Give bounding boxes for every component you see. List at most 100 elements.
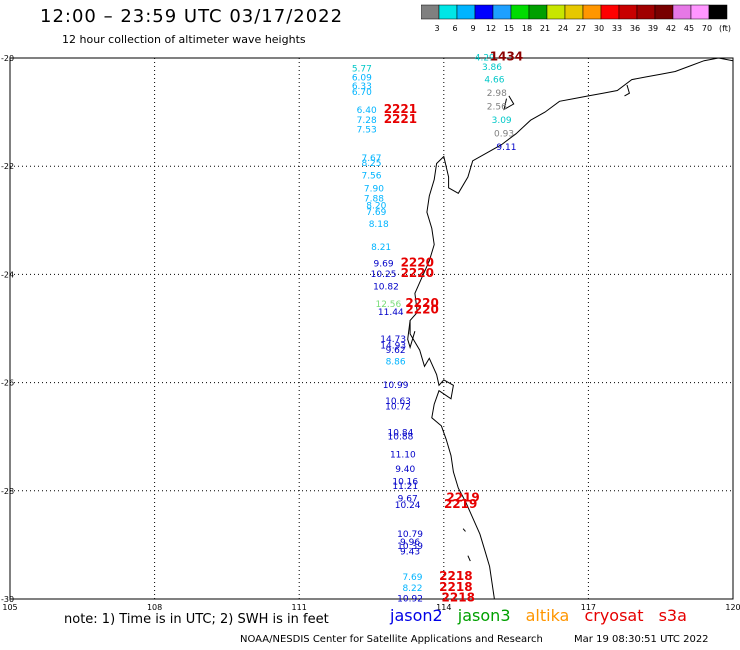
colorbar-label: 3	[434, 24, 439, 33]
colorbar-label: 21	[540, 24, 550, 33]
colorbar-swatch	[582, 4, 602, 20]
colorbar-label: (ft)	[719, 24, 731, 33]
wave-height-label: 8.86	[386, 358, 406, 368]
colorbar-label: 36	[630, 24, 640, 33]
track-time-label: 2221	[384, 102, 417, 116]
colorbar-swatch	[510, 4, 530, 20]
wave-height-label: 9.40	[395, 465, 415, 475]
track-time-label: 2219	[444, 497, 477, 511]
wave-height-label: 2.98	[487, 89, 507, 99]
lon-tick-label: 117	[581, 603, 596, 612]
legend-s3a: s3a	[658, 606, 687, 625]
lat-tick-label: -24	[1, 270, 14, 279]
track-time-label: 2221	[384, 112, 417, 126]
track-time-label: 2219	[446, 491, 479, 505]
wave-height-label: 8.25	[361, 159, 381, 169]
axis-ticks: 105 108 111 114 117 120 -20 -22 -24 -26 -28 -30	[1, 54, 740, 612]
lon-tick-label: 114	[436, 603, 451, 612]
colorbar-swatch	[456, 4, 476, 20]
colorbar-swatch	[421, 4, 440, 20]
wave-height-label: 8.20	[366, 201, 386, 211]
colorbar-label: 12	[486, 24, 496, 33]
wave-height-label: 9.69	[374, 259, 394, 269]
colorbar-label: 9	[470, 24, 475, 33]
wave-height-label: 10.72	[385, 403, 411, 413]
legend-altika: altika	[525, 606, 570, 625]
wave-height-label: 7.69	[402, 573, 422, 583]
wave-height-label: 11.44	[378, 308, 404, 318]
colorbar-label: 15	[504, 24, 514, 33]
wave-height-label: 9.11	[496, 143, 516, 153]
colorbar-label: 6	[452, 24, 457, 33]
wave-height-label: 11.21	[392, 482, 418, 492]
wave-height-label: 10.25	[371, 270, 397, 280]
coastline-segment	[624, 84, 630, 97]
wave-height-label: 7.56	[361, 172, 381, 182]
colorbar-swatch	[690, 4, 710, 20]
track-time-labels: 1434222122212220222022202220221922192218…	[384, 50, 523, 605]
wave-height-label: 9.62	[386, 346, 406, 356]
wave-height-label: 7.53	[357, 126, 377, 136]
colorbar-swatch	[600, 4, 620, 20]
wave-height-label: 4.66	[484, 75, 504, 85]
wave-height-label: 9.43	[400, 548, 420, 558]
wave-height-labels: 4.293.86 4.66 2.98 2.56 3.09 0.93 9.11 5.776.09…	[352, 54, 517, 605]
wave-height-label: 14.73	[380, 335, 406, 345]
colorbar-label: 27	[576, 24, 586, 33]
wave-height-label: 9.67	[398, 495, 418, 505]
legend-cryosat: cryosat	[584, 606, 644, 625]
lat-tick-label: -30	[1, 595, 14, 604]
colorbar-label: 70	[702, 24, 712, 33]
wave-height-label: 10.39	[397, 542, 423, 552]
wave-height-label: 7.69	[366, 208, 386, 218]
wave-height-label: 10.63	[385, 397, 411, 407]
colorbar: 3 6 9 12 15 18 21 24 27 30 33 36 39 42 45 70 (ft)	[421, 4, 731, 33]
colorbar-label: 18	[522, 24, 532, 33]
note-text: note: 1) Time is in UTC; 2) SWH is in fe…	[64, 612, 329, 627]
colorbar-label: 39	[648, 24, 658, 33]
wave-height-label: 8.18	[369, 220, 389, 230]
legend-jason3: jason3	[457, 606, 511, 625]
wave-height-label: 8.22	[402, 584, 422, 594]
track-time-label: 2220	[405, 296, 438, 310]
footer: NOAA/NESDIS Center for Satellite Applica…	[240, 634, 737, 645]
page-title: 12:00 – 23:59 UTC 03/17/2022	[40, 6, 344, 27]
lat-tick-label: -22	[1, 162, 14, 171]
wave-height-label: 10.92	[397, 595, 423, 605]
wave-height-label: 7.90	[364, 185, 384, 195]
wave-height-label: 7.67	[361, 154, 381, 164]
track-time-label: 2218	[439, 569, 472, 583]
colorbar-swatch	[528, 4, 548, 20]
wave-height-label: 9.96	[400, 538, 420, 548]
wave-height-label: 14.93	[380, 342, 406, 352]
wave-height-label: 12.56	[375, 300, 401, 310]
wave-height-label: 8.21	[371, 243, 391, 253]
colorbar-label: 24	[558, 24, 568, 33]
colorbar-swatch	[636, 4, 656, 20]
wave-height-label: 6.09	[352, 74, 372, 84]
satellite-legend: jason2 jason3 altika cryosat s3a	[390, 606, 697, 625]
wave-height-label: 3.09	[492, 116, 512, 126]
lat-tick-label: -20	[1, 54, 14, 63]
colorbar-swatch	[672, 4, 692, 20]
track-time-label: 2218	[439, 580, 472, 594]
wave-height-label: 2.56	[487, 102, 507, 112]
wave-height-label: 10.16	[392, 477, 418, 487]
lon-tick-label: 108	[147, 603, 162, 612]
lat-tick-label: -26	[1, 379, 14, 388]
coastline-segment	[407, 320, 416, 350]
colorbar-swatch	[654, 4, 674, 20]
map-frame	[9, 57, 734, 600]
track-time-label: 2220	[401, 255, 434, 269]
colorbar-label: 42	[666, 24, 676, 33]
colorbar-swatch	[546, 4, 566, 20]
colorbar-swatch	[708, 4, 728, 20]
coastline-segment	[503, 95, 515, 111]
colorbar-swatch	[564, 4, 584, 20]
lon-tick-label: 111	[292, 603, 307, 612]
lon-tick-label: 105	[2, 603, 17, 612]
colorbar-swatch	[474, 4, 494, 20]
footer-timestamp: Mar 19 08:30:51 UTC 2022	[574, 634, 709, 645]
wave-height-label: 5.77	[352, 65, 372, 75]
footer-agency: NOAA/NESDIS Center for Satellite Applica…	[240, 634, 543, 645]
